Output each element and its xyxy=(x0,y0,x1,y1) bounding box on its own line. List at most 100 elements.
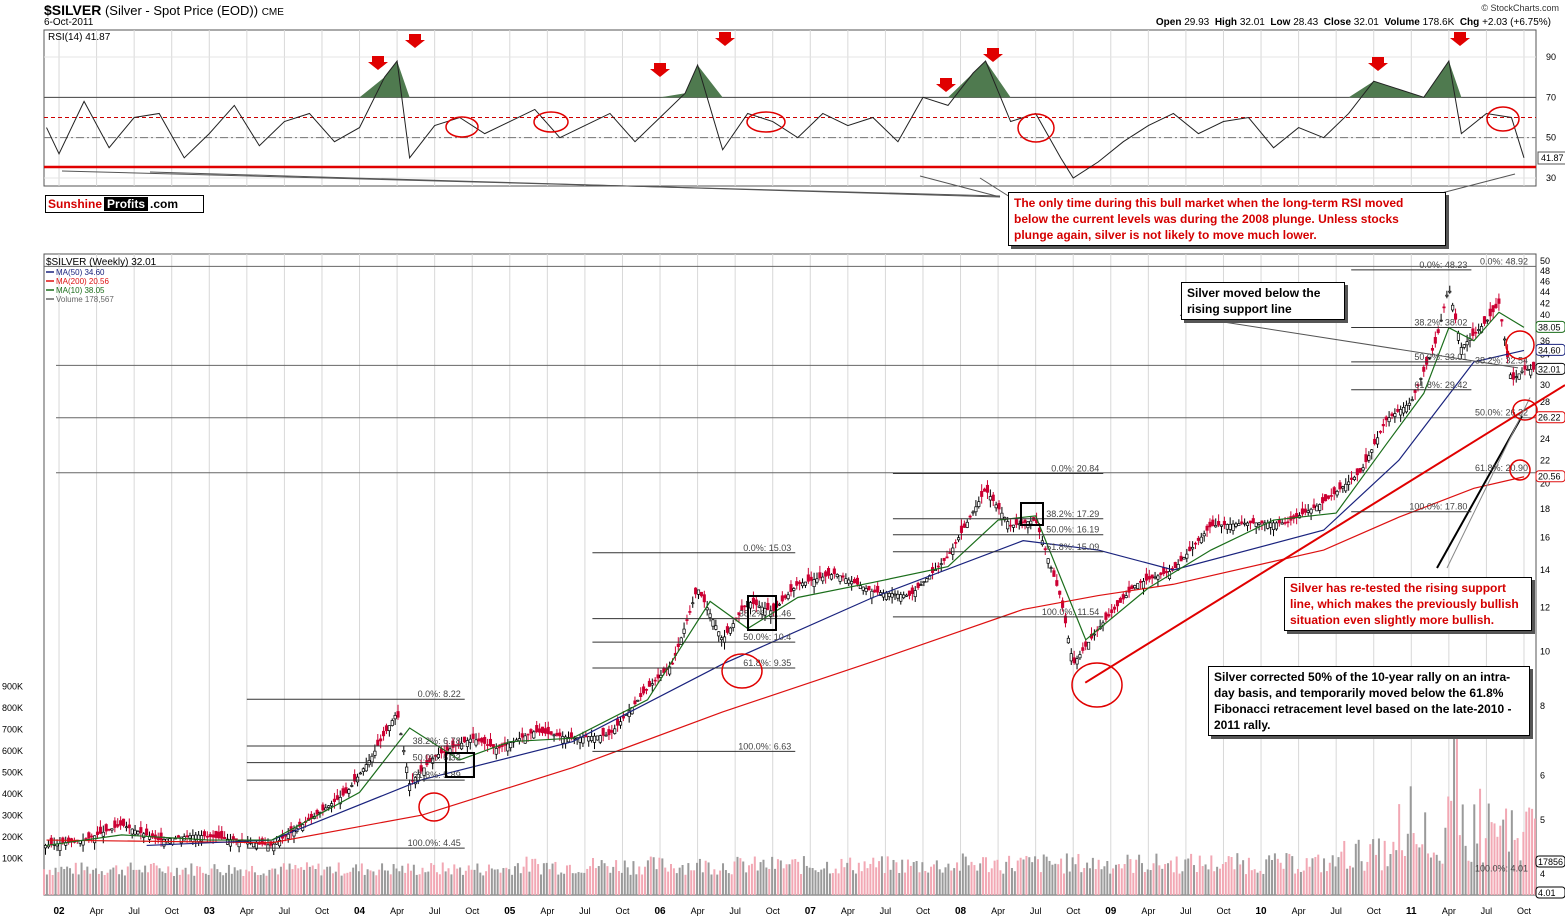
symbol: $SILVER xyxy=(44,2,102,18)
candle-body xyxy=(644,688,649,691)
candle-body xyxy=(324,807,328,811)
candle-body xyxy=(618,721,623,726)
price-highlight-circle xyxy=(1071,662,1123,708)
candle-body xyxy=(988,496,992,501)
fib-level-label: 50.0%: 33.01 xyxy=(1414,352,1467,362)
candle-body xyxy=(1323,494,1328,502)
right-value-label: 26.22 xyxy=(1538,413,1561,423)
volume-bar xyxy=(912,862,915,895)
candle-body xyxy=(795,581,799,586)
volume-bar xyxy=(1057,864,1060,895)
right-value-box xyxy=(1535,886,1565,899)
volume-bar xyxy=(750,863,753,895)
x-tick-label: 08 xyxy=(955,906,967,917)
candle-body xyxy=(870,590,874,599)
candle-body xyxy=(899,594,903,602)
x-tick-label: Jul xyxy=(279,906,291,916)
candle-body xyxy=(1257,522,1261,525)
candle-body xyxy=(1459,347,1463,355)
candle-body xyxy=(997,503,1001,510)
volume-bar xyxy=(487,864,490,895)
candle-body xyxy=(919,584,923,586)
price-highlight-circle xyxy=(1505,330,1535,360)
volume-bar xyxy=(1354,843,1357,895)
candle-body xyxy=(1191,547,1195,550)
volume-bar xyxy=(953,868,956,895)
volume-bar xyxy=(476,863,479,895)
x-tick-label: Oct xyxy=(1517,906,1532,916)
volume-bar xyxy=(1271,859,1274,895)
volume-y-tick: 200K xyxy=(2,832,23,842)
volume-bar xyxy=(693,870,696,895)
volume-bar xyxy=(932,864,935,895)
volume-bar xyxy=(745,872,748,895)
candle-body xyxy=(991,494,995,502)
candle-body xyxy=(376,739,380,747)
candle-body xyxy=(558,732,562,737)
volume-bar xyxy=(733,861,736,895)
volume-bar xyxy=(1380,870,1383,895)
candle-body xyxy=(402,750,406,753)
candle-body xyxy=(101,831,105,837)
volume-bar xyxy=(251,865,254,895)
candle-body xyxy=(861,586,865,591)
volume-bar xyxy=(909,865,912,895)
volume-y-tick: 100K xyxy=(2,854,23,864)
volume-bar xyxy=(531,858,534,895)
volume-bar xyxy=(1349,865,1352,895)
volume-bar xyxy=(1427,853,1430,895)
volume-bar xyxy=(138,869,141,895)
volume-bar xyxy=(343,873,346,895)
candle-body xyxy=(881,592,885,598)
candle-body xyxy=(1329,495,1333,497)
volume-bar xyxy=(1097,859,1100,895)
volume-bar xyxy=(1178,873,1181,895)
candle-body xyxy=(708,613,712,618)
candle-body xyxy=(1066,637,1070,644)
volume-bar xyxy=(1022,859,1025,895)
volume-bar xyxy=(961,853,964,895)
candle-body xyxy=(783,595,787,599)
price-y-tick: 30 xyxy=(1540,380,1550,390)
volume-bar xyxy=(1476,843,1479,895)
candle-body xyxy=(1271,522,1276,530)
fib-level-label: 0.0%: 8.22 xyxy=(418,689,461,699)
candle-body xyxy=(1063,615,1068,624)
volume-bar xyxy=(1265,859,1268,895)
candle-body xyxy=(957,537,961,541)
volume-bar xyxy=(144,865,147,895)
volume-bar xyxy=(730,874,733,895)
candle-body xyxy=(1115,600,1120,607)
volume-bar xyxy=(528,871,531,895)
volume-bar xyxy=(1406,833,1409,895)
ohlc-chg: Chg +2.03 (+6.75%) xyxy=(1459,17,1551,28)
candle-body xyxy=(208,834,212,838)
volume-bar xyxy=(580,872,583,895)
volume-bar xyxy=(1106,861,1109,895)
candle-body xyxy=(980,490,984,497)
volume-bar xyxy=(1129,859,1132,895)
price-y-tick: 12 xyxy=(1540,602,1550,612)
volume-bar xyxy=(456,868,459,895)
volume-bar xyxy=(1279,862,1282,895)
candle-body xyxy=(127,824,131,829)
price-y-tick: 24 xyxy=(1540,434,1550,444)
candle-body xyxy=(714,625,718,630)
volume-bar xyxy=(1351,867,1354,895)
volume-bar xyxy=(973,865,976,895)
volume-bar xyxy=(372,871,375,895)
volume-bar xyxy=(964,856,967,895)
volume-bar xyxy=(389,874,392,895)
candle-body xyxy=(159,832,163,841)
volume-bar xyxy=(109,869,112,895)
volume-bar xyxy=(409,870,412,895)
volume-bar xyxy=(1242,860,1245,895)
volume-bar xyxy=(1138,854,1141,895)
volume-bar xyxy=(701,872,704,895)
candle-body xyxy=(1503,338,1507,341)
candle-body xyxy=(809,576,813,581)
price-y-tick: 44 xyxy=(1540,287,1550,297)
volume-bar xyxy=(1065,853,1068,895)
volume-bar xyxy=(1288,853,1291,895)
candle-body xyxy=(985,484,990,493)
